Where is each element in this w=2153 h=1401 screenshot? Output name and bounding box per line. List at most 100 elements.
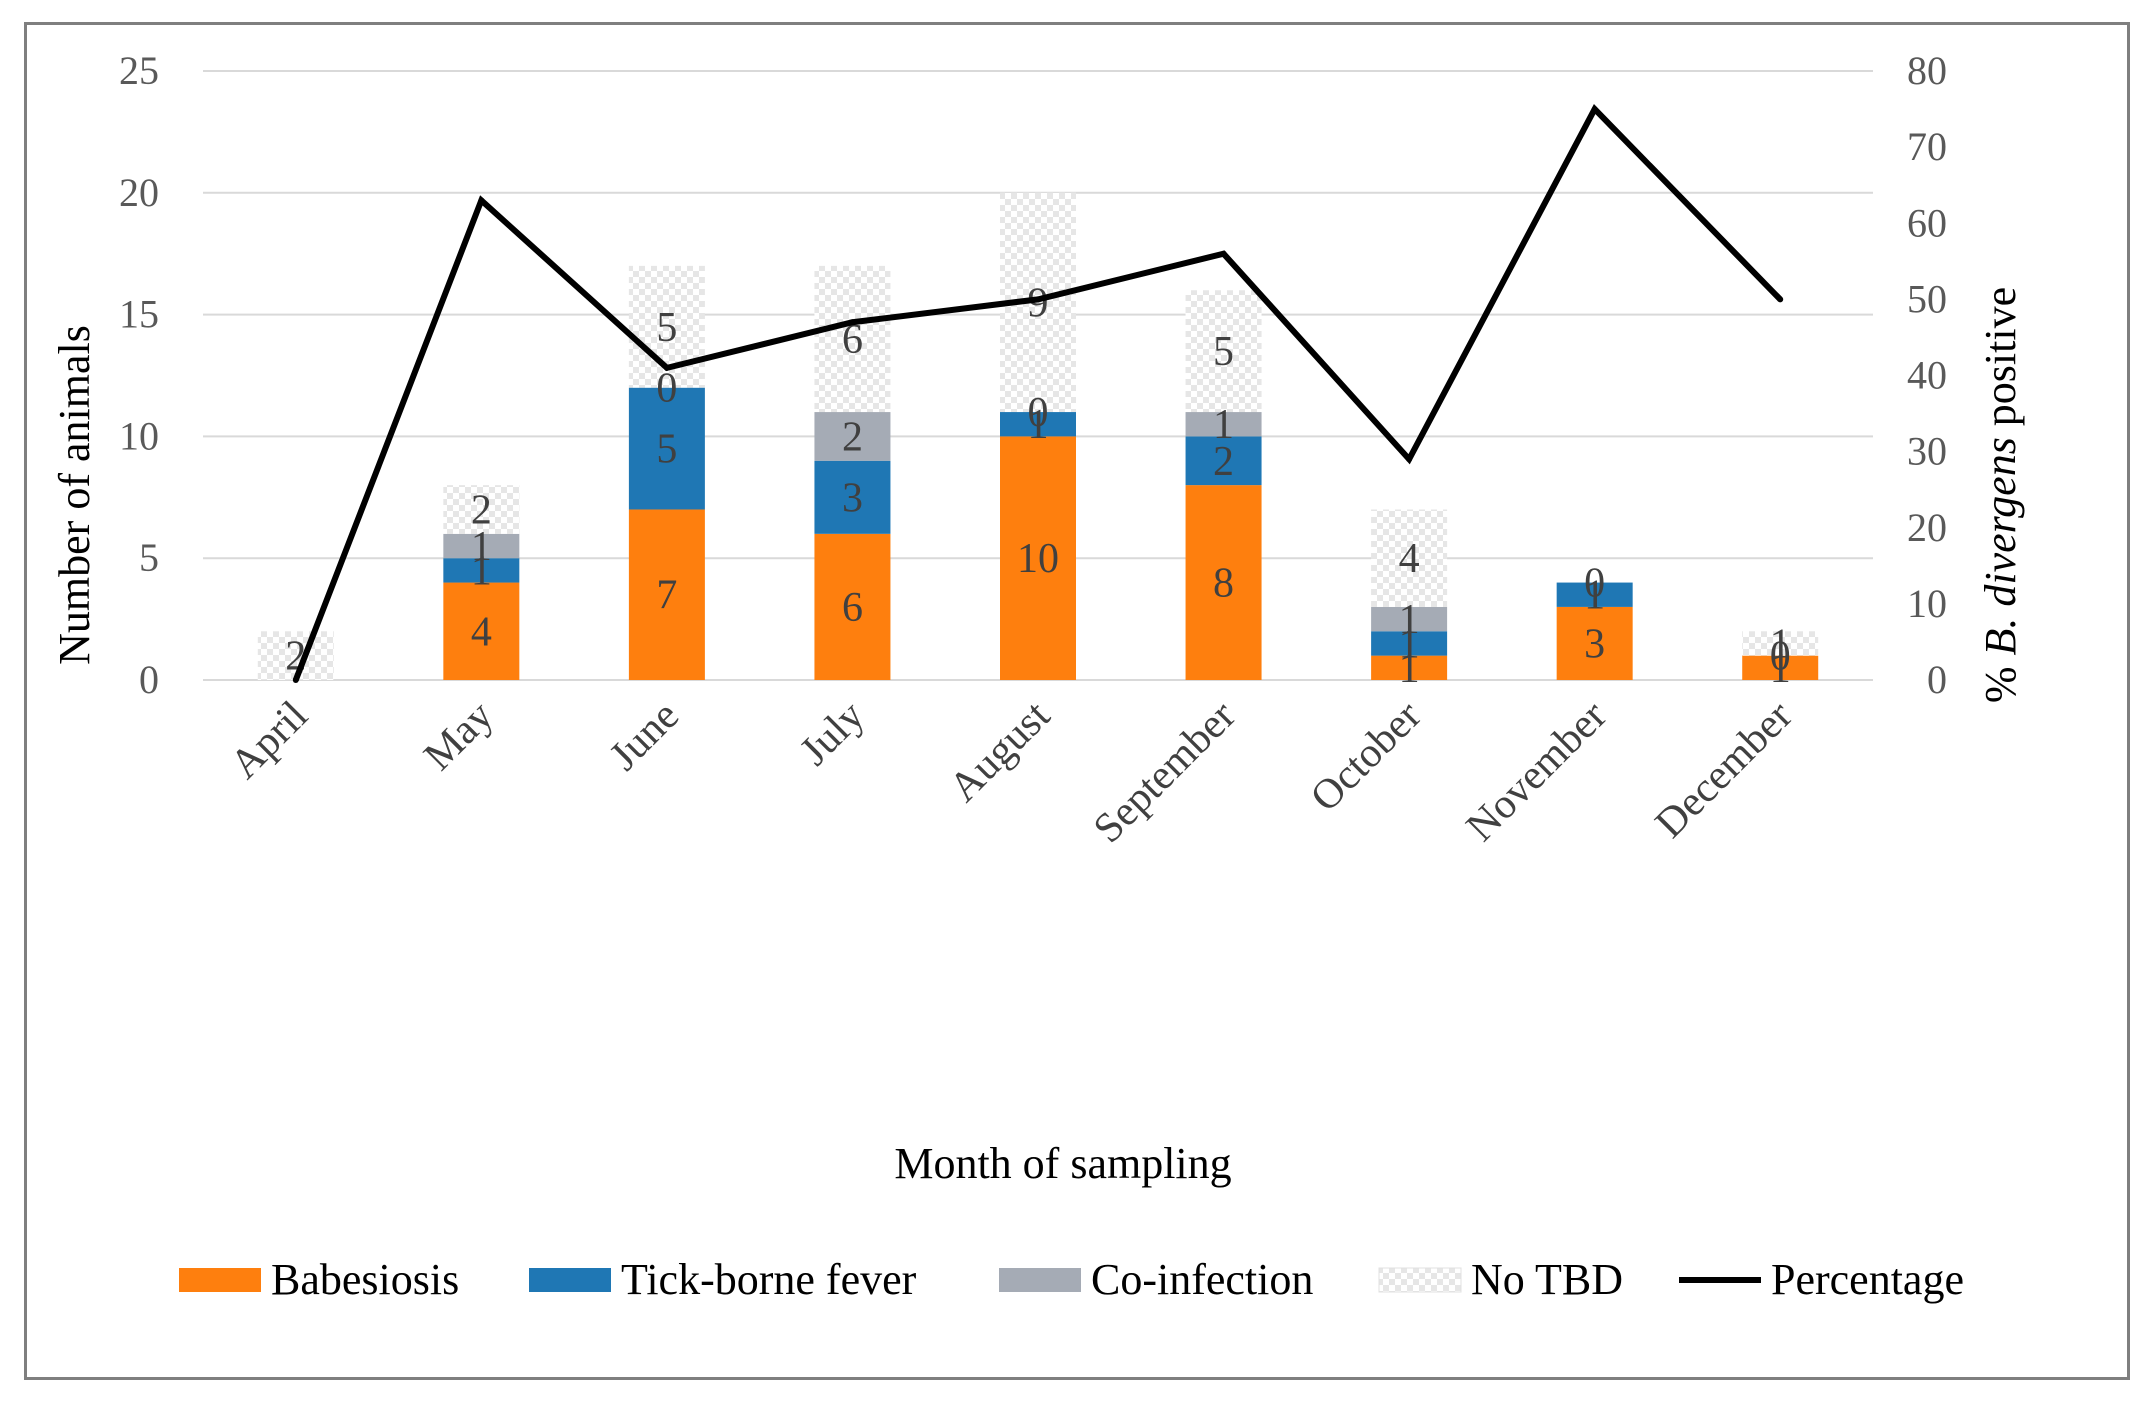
data-label-tick-borne-fever-august: 1 [1028, 402, 1049, 448]
bar-co-infection-july [814, 412, 891, 461]
data-label-no-tbd-july: 6 [842, 317, 863, 363]
bar-tick-borne-fever-september [1185, 436, 1262, 486]
y2-tick-label: 40 [1907, 353, 1947, 398]
bar-babesiosis-november [1556, 606, 1633, 680]
percentage-point-december [1777, 296, 1784, 303]
data-label-co-infection-june: 0 [656, 366, 677, 412]
y2-tick-label: 70 [1907, 124, 1947, 169]
y2-tick-label: 30 [1907, 429, 1947, 474]
y-tick-label: 15 [119, 292, 159, 337]
legend-label-babesiosis: Babesiosis [271, 1255, 459, 1304]
y2-tick-label: 0 [1927, 657, 1947, 702]
x-axis-ticks: April May June July August September October No… [222, 692, 1802, 852]
data-label-no-tbd-may: 2 [471, 487, 492, 533]
data-label-co-infection-october: 1 [1399, 597, 1420, 643]
legend: Babesiosis Tick-borne fever Co-infection No… [179, 1255, 1964, 1304]
legend-label-tick-borne-fever: Tick-borne fever [621, 1255, 917, 1304]
data-label-tick-borne-fever-july: 3 [842, 475, 863, 521]
percentage-point-november [1591, 106, 1598, 113]
data-label-babesiosis-august: 10 [1017, 536, 1059, 582]
bar-no-tbd-may [443, 485, 520, 534]
percentage-point-may [478, 197, 485, 204]
y2-tick-label: 60 [1907, 200, 1947, 245]
data-label-babesiosis-october: 1 [1399, 646, 1420, 692]
x-tick-label-april: April [222, 693, 317, 788]
bar-babesiosis-may [443, 582, 520, 680]
x-tick-label-july: July [791, 693, 873, 775]
percentage-point-april [292, 677, 299, 683]
x-tick-label-october: October [1302, 693, 1430, 821]
y2-axis-title-suffix: positive [1976, 287, 2025, 437]
legend-label-no-tbd: No TBD [1471, 1255, 1623, 1304]
data-label-co-infection-august: 0 [1028, 390, 1049, 436]
x-tick-label-november: November [1458, 693, 1616, 851]
data-label-no-tbd-september: 5 [1213, 329, 1234, 375]
bar-babesiosis-december [1742, 655, 1819, 680]
data-label-tick-borne-fever-may: 1 [471, 548, 492, 594]
data-label-no-tbd-june: 5 [656, 305, 677, 351]
data-label-tick-borne-fever-december: 0 [1770, 634, 1791, 680]
x-tick-label-august: August [941, 692, 1060, 811]
data-label-no-tbd-october: 4 [1399, 536, 1420, 582]
y2-tick-label: 20 [1907, 505, 1947, 550]
bar-tick-borne-fever-june [628, 387, 705, 510]
x-tick-label-june: June [601, 693, 688, 780]
percentage-point-august [1035, 296, 1041, 303]
y-tick-label: 25 [119, 48, 159, 93]
right-axis-ticks: 0 10 20 30 40 50 60 70 80 [1907, 48, 1947, 702]
data-label-co-infection-may: 1 [471, 524, 492, 570]
bar-no-tbd-december [1742, 631, 1819, 656]
legend-label-co-infection: Co-infection [1091, 1255, 1313, 1304]
bar-tick-borne-fever-july [814, 460, 891, 534]
chart-frame: 2 4 1 1 2 7 5 0 5 6 3 2 6 10 1 0 9 8 2 1 5 1 1 1 4 3 1 0 1 0 1 0 5 10 15 2… [24, 22, 2130, 1380]
bar-tick-borne-fever-october [1371, 631, 1448, 656]
bar-no-tbd-july [814, 265, 891, 413]
data-label-babesiosis-september: 8 [1213, 561, 1234, 607]
bar-babesiosis-july [814, 533, 891, 680]
bar-tick-borne-fever-may [443, 558, 520, 583]
percentage-point-october [1406, 456, 1413, 463]
x-axis-title: Month of sampling [894, 1139, 1231, 1188]
bar-babesiosis-august [1000, 436, 1076, 680]
data-label-babesiosis-june: 7 [656, 573, 677, 619]
data-label-tick-borne-fever-november: 1 [1584, 573, 1605, 619]
percentage-point-september [1220, 250, 1227, 257]
legend-swatch-babesiosis [179, 1268, 261, 1292]
bar-babesiosis-october [1371, 655, 1448, 680]
data-label-co-infection-september: 1 [1213, 402, 1234, 448]
data-label-tick-borne-fever-october: 1 [1399, 621, 1420, 667]
data-label-no-tbd-august: 9 [1028, 280, 1049, 326]
data-label-tick-borne-fever-june: 5 [656, 427, 677, 473]
bar-co-infection-october [1371, 606, 1448, 632]
stacked-bars [257, 192, 1819, 680]
bar-co-infection-september [1185, 412, 1262, 437]
y2-tick-label: 80 [1907, 48, 1947, 93]
data-label-no-tbd-december: 1 [1770, 621, 1791, 667]
y2-tick-label: 50 [1907, 276, 1947, 321]
y-tick-label: 20 [119, 170, 159, 215]
data-label-co-infection-november: 0 [1584, 561, 1605, 607]
y2-axis-title-species: B. divergens [1976, 437, 2025, 655]
y2-tick-label: 10 [1907, 581, 1947, 626]
legend-swatch-co-infection [999, 1268, 1081, 1292]
bar-co-infection-may [443, 533, 520, 559]
percentage-line-group [292, 104, 1784, 683]
x-tick-label-september: September [1085, 693, 1245, 853]
bar-no-tbd-october [1371, 509, 1448, 607]
bar-babesiosis-september [1185, 485, 1262, 680]
y-tick-label: 10 [119, 413, 159, 458]
left-axis-ticks: 0 5 10 15 20 25 [119, 48, 159, 702]
bar-babesiosis-june [628, 509, 705, 680]
y-tick-label: 0 [139, 657, 159, 702]
x-tick-label-may: May [415, 693, 502, 780]
percentage-point-june [663, 364, 670, 371]
y-tick-label: 5 [139, 535, 159, 580]
bar-tick-borne-fever-november [1556, 582, 1633, 607]
legend-swatch-tick-borne-fever [529, 1268, 611, 1292]
data-label-babesiosis-july: 6 [842, 585, 863, 631]
legend-swatch-no-tbd [1378, 1267, 1462, 1293]
data-label-tick-borne-fever-september: 2 [1213, 439, 1234, 485]
data-label-co-infection-july: 2 [842, 414, 863, 460]
y-axis-title: Number of animals [50, 325, 99, 665]
